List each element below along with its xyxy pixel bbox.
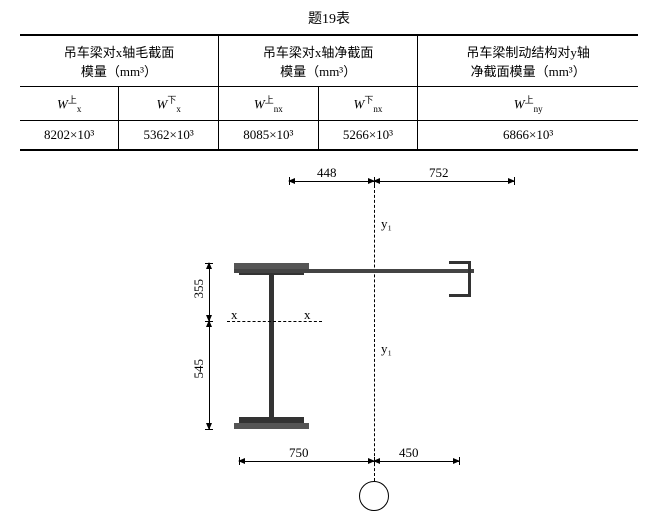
tick xyxy=(459,457,460,465)
dim-line-bot1 xyxy=(239,461,374,462)
tick xyxy=(205,321,213,322)
dim-left2: 545 xyxy=(191,359,207,379)
label-y-up: y₁ xyxy=(381,216,392,232)
label-x-r: x xyxy=(304,307,311,323)
dim-left1: 355 xyxy=(191,279,207,299)
symbol-2: W上nx xyxy=(218,87,318,121)
tick xyxy=(514,177,515,185)
section-diagram: 448 752 y₁ y₁ x x 355 545 750 450 xyxy=(79,161,579,501)
centerline-y xyxy=(374,185,375,481)
tick xyxy=(374,457,375,465)
plate-bot xyxy=(234,423,309,429)
dim-line-top1 xyxy=(289,181,374,182)
tick xyxy=(289,177,290,185)
channel-section xyxy=(449,261,471,297)
tick xyxy=(239,457,240,465)
value-4: 6866×10³ xyxy=(418,120,638,150)
group-header-1: 吊车梁对x轴净截面模量（mm³） xyxy=(218,35,417,87)
dim-line-left1 xyxy=(209,263,210,321)
value-3: 5266×10³ xyxy=(318,120,418,150)
dim-top1: 448 xyxy=(317,165,337,181)
ibeam-web xyxy=(269,271,274,421)
label-x-l: x xyxy=(231,307,238,323)
dim-line-left2 xyxy=(209,321,210,429)
dim-line-bot2 xyxy=(374,461,459,462)
header-row-groups: 吊车梁对x轴毛截面模量（mm³） 吊车梁对x轴净截面模量（mm³） 吊车梁制动结… xyxy=(20,35,638,87)
value-1: 5362×10³ xyxy=(119,120,219,150)
dim-bot1: 750 xyxy=(289,445,309,461)
value-0: 8202×10³ xyxy=(20,120,119,150)
group-header-2: 吊车梁制动结构对y轴净截面模量（mm³） xyxy=(418,35,638,87)
data-table: 吊车梁对x轴毛截面模量（mm³） 吊车梁对x轴净截面模量（mm³） 吊车梁制动结… xyxy=(20,34,638,151)
symbol-4: W上ny xyxy=(418,87,638,121)
group-header-0: 吊车梁对x轴毛截面模量（mm³） xyxy=(20,35,218,87)
table-title: 题19表 xyxy=(20,8,638,28)
dim-top2: 752 xyxy=(429,165,449,181)
header-row-symbols: W上x W下x W上nx W下nx W上ny xyxy=(20,87,638,121)
symbol-0: W上x xyxy=(20,87,119,121)
column-symbol xyxy=(359,481,389,511)
symbol-3: W下nx xyxy=(318,87,418,121)
value-row: 8202×10³ 5362×10³ 8085×10³ 5266×10³ 6866… xyxy=(20,120,638,150)
dim-line-top2 xyxy=(374,181,514,182)
label-y-dn: y₁ xyxy=(381,341,392,357)
tick xyxy=(374,177,375,185)
symbol-1: W下x xyxy=(119,87,219,121)
tick xyxy=(205,263,213,264)
tick xyxy=(205,429,213,430)
dim-bot2: 450 xyxy=(399,445,419,461)
top-plate-extension xyxy=(234,269,474,273)
value-2: 8085×10³ xyxy=(218,120,318,150)
